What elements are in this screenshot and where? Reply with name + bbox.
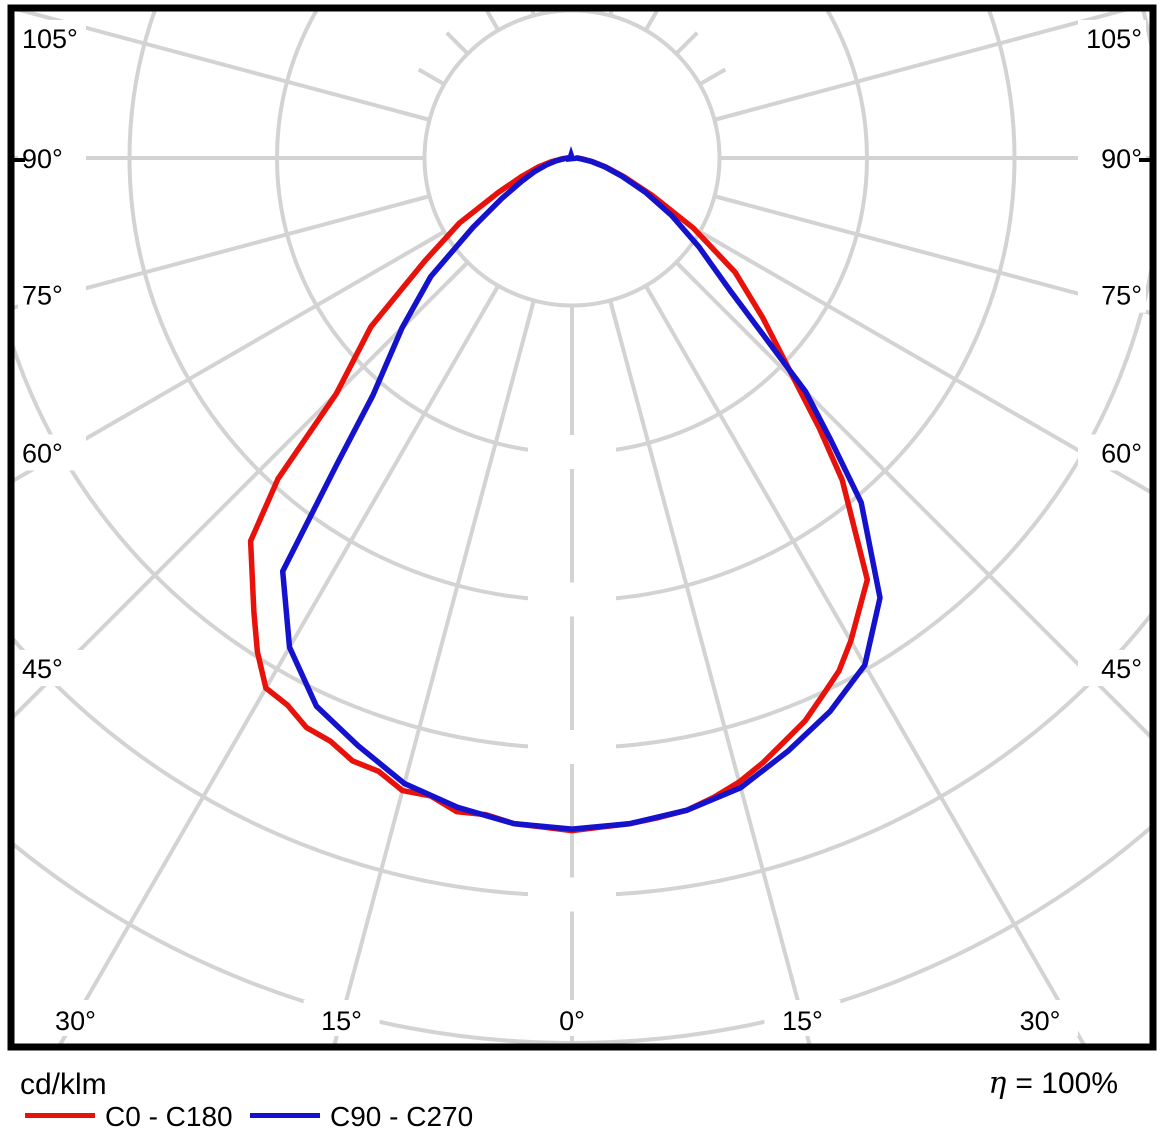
curve-c90-c270	[279, 155, 883, 832]
angle-label-bottom-15: 15°	[321, 1006, 362, 1036]
unit-label: cd/klm	[20, 1068, 107, 1101]
eta-symbol: η	[988, 1066, 1007, 1101]
angle-labels: 105° 105° 90° 90° 75° 75° 60° 60° 45° 45° 30° 15° 0°…	[18, 20, 1146, 1036]
efficiency-value: = 100%	[1015, 1067, 1118, 1100]
efficiency-label: η = 100%	[988, 1066, 1118, 1101]
angle-label-bottom-0: 0°	[559, 1006, 585, 1036]
angle-label-right-75: 75°	[1101, 281, 1142, 311]
legend-swatch-c90-c270	[250, 1113, 320, 1118]
intensity-curves	[247, 146, 883, 834]
angle-label-right-60: 60°	[1101, 438, 1142, 468]
angle-label-right-45: 45°	[1101, 654, 1142, 684]
ring-label-blanks	[528, 435, 616, 912]
chart-border	[7, 4, 1157, 1051]
angle-label-bottom-15: 15°	[782, 1006, 823, 1036]
legend-label-c0-c180: C0 - C180	[105, 1101, 233, 1132]
legend-label-c90-c270: C90 - C270	[330, 1101, 474, 1132]
zenith-spike	[566, 146, 576, 162]
angle-label-left-90: 90°	[22, 144, 63, 174]
legend-swatch-c0-c180	[25, 1113, 95, 1118]
angle-label-right-105: 105°	[1086, 24, 1142, 54]
angle-label-bottom-30: 30°	[55, 1006, 96, 1036]
angle-label-left-75: 75°	[22, 281, 63, 311]
angle-label-left-45: 45°	[22, 654, 63, 684]
angle-label-left-60: 60°	[22, 438, 63, 468]
angle-label-bottom-30: 30°	[1020, 1006, 1061, 1036]
angle-label-left-105: 105°	[22, 24, 78, 54]
angle-label-right-90: 90°	[1101, 144, 1142, 174]
